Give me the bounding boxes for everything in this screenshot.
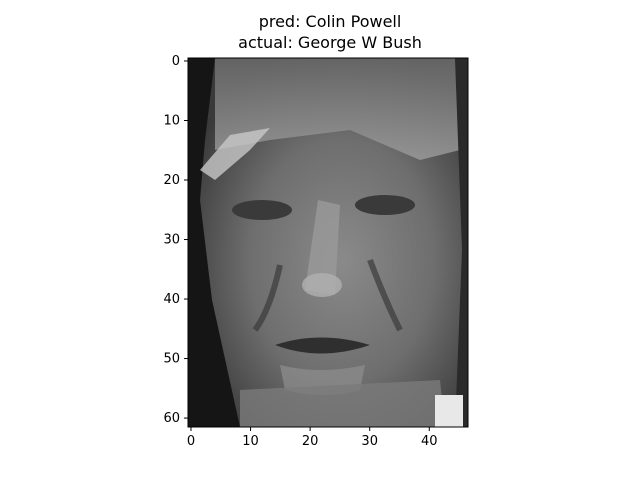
y-tick-label: 50 — [163, 352, 180, 367]
y-tick-label: 40 — [163, 292, 180, 307]
x-tick-label: 40 — [421, 434, 438, 449]
x-tick-label: 30 — [361, 434, 378, 449]
x-ticks: 0 10 20 30 40 — [187, 427, 438, 449]
y-tick-label: 60 — [163, 411, 180, 426]
x-tick-label: 10 — [242, 434, 259, 449]
x-tick-label: 0 — [187, 434, 195, 449]
y-tick-label: 30 — [163, 233, 180, 248]
x-tick-label: 20 — [302, 434, 319, 449]
chart-title-actual: actual: George W Bush — [238, 33, 422, 52]
y-tick-label: 0 — [172, 54, 180, 69]
axes-frame — [187, 57, 469, 428]
y-tick-label: 20 — [163, 173, 180, 188]
y-ticks: 0 10 20 30 40 50 60 — [163, 54, 188, 426]
face-image — [188, 58, 468, 427]
chart-title-pred: pred: Colin Powell — [258, 12, 402, 31]
y-tick-label: 10 — [163, 113, 180, 128]
